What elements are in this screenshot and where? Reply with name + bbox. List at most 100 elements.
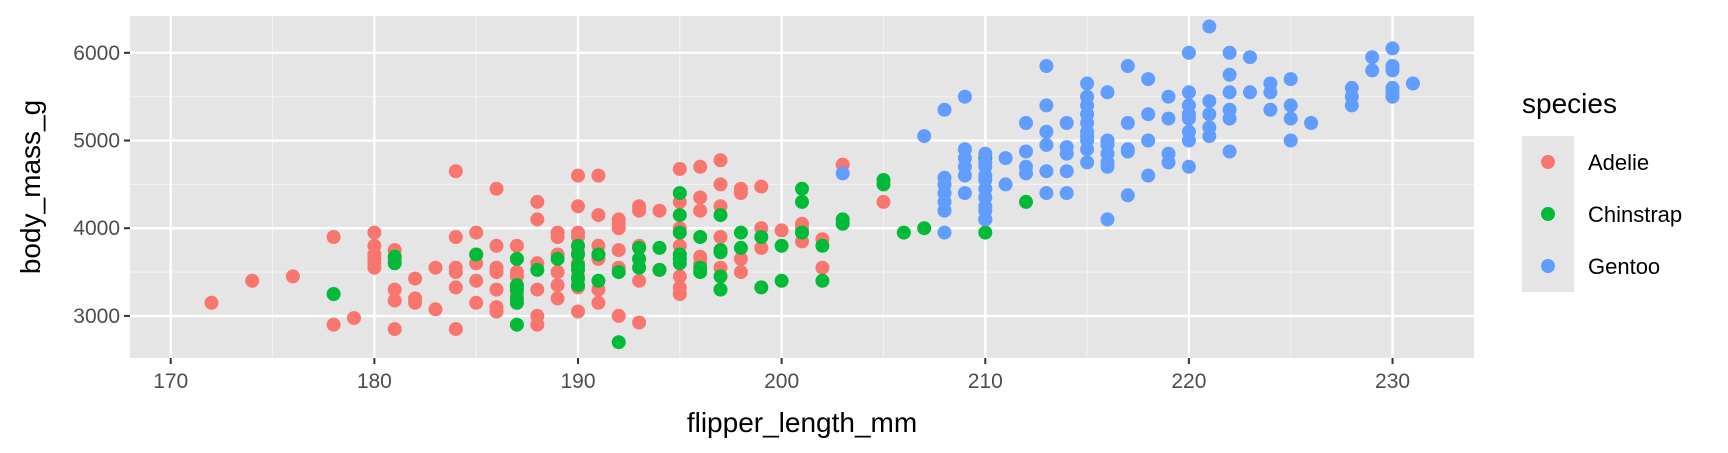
adelie-point xyxy=(733,251,748,266)
gentoo-point xyxy=(1304,116,1319,130)
gentoo-point xyxy=(1202,94,1217,109)
gentoo-point xyxy=(1263,76,1278,91)
adelie-point xyxy=(611,212,626,227)
chinstrap-point xyxy=(733,240,748,255)
chinstrap-point xyxy=(571,238,585,253)
x-tick-label: 230 xyxy=(1375,370,1410,393)
gentoo-point xyxy=(1181,124,1196,139)
gentoo-point xyxy=(1019,144,1033,159)
chinstrap-point xyxy=(672,186,687,201)
chinstrap-point xyxy=(774,273,789,288)
chinstrap-point xyxy=(795,194,809,209)
legend-label-gentoo: Gentoo xyxy=(1588,254,1660,279)
gentoo-point xyxy=(1365,63,1380,78)
chinstrap-point xyxy=(693,230,708,244)
adelie-point xyxy=(367,225,382,240)
legend-title: species xyxy=(1522,88,1617,119)
adelie-point xyxy=(693,203,708,218)
adelie-point xyxy=(672,269,687,284)
legend-key-adelie xyxy=(1541,155,1555,169)
gentoo-point xyxy=(1039,59,1054,73)
gentoo-point xyxy=(1141,107,1156,122)
adelie-point xyxy=(245,273,260,288)
legend-key-gentoo xyxy=(1541,259,1555,273)
adelie-point xyxy=(469,225,484,240)
chinstrap-point xyxy=(591,247,606,262)
chinstrap-point xyxy=(550,251,565,266)
adelie-point xyxy=(652,203,667,218)
adelie-point xyxy=(632,199,647,214)
adelie-point xyxy=(571,304,585,319)
chinstrap-point xyxy=(469,247,484,262)
chinstrap-point xyxy=(733,225,748,240)
y-tick-label: 4000 xyxy=(73,217,120,240)
gentoo-point xyxy=(1080,76,1095,91)
chinstrap-point xyxy=(672,208,687,223)
legend-keys: Adelie Chinstrap Gentoo xyxy=(1522,136,1682,292)
chinstrap-point xyxy=(509,278,524,293)
x-tick-label: 190 xyxy=(560,370,595,393)
gentoo-point xyxy=(1181,98,1196,113)
adelie-point xyxy=(387,282,402,297)
gentoo-point xyxy=(1385,59,1400,73)
gentoo-point xyxy=(1263,102,1278,117)
chinstrap-point xyxy=(652,262,667,277)
gentoo-point xyxy=(998,177,1013,192)
gentoo-point xyxy=(1161,89,1176,104)
adelie-point xyxy=(530,212,545,227)
adelie-point xyxy=(713,153,728,168)
adelie-point xyxy=(693,190,708,205)
adelie-point xyxy=(632,273,647,288)
gentoo-point xyxy=(1243,85,1257,100)
chinstrap-point xyxy=(795,181,809,196)
gentoo-point xyxy=(1141,133,1156,148)
legend: species Adelie Chinstrap Gentoo xyxy=(1522,88,1682,292)
adelie-point xyxy=(591,168,606,183)
adelie-point xyxy=(448,260,463,275)
adelie-point xyxy=(672,280,687,295)
chinstrap-point xyxy=(774,238,789,253)
gentoo-point xyxy=(1222,85,1237,100)
gentoo-point xyxy=(937,225,952,240)
adelie-point xyxy=(591,208,606,223)
chinstrap-point xyxy=(896,225,911,240)
x-tick-label: 170 xyxy=(153,370,188,393)
gentoo-point xyxy=(957,186,972,201)
gentoo-point xyxy=(1385,80,1400,95)
chinstrap-point xyxy=(509,251,524,266)
gentoo-point xyxy=(1161,111,1176,126)
gentoo-point xyxy=(1100,212,1115,227)
gentoo-point xyxy=(1039,164,1054,179)
chinstrap-point xyxy=(571,258,585,273)
legend-label-adelie: Adelie xyxy=(1588,150,1649,175)
chinstrap-point xyxy=(611,335,626,350)
chinstrap-point xyxy=(754,280,769,295)
adelie-point xyxy=(713,230,728,244)
adelie-point xyxy=(530,194,545,209)
gentoo-point xyxy=(1080,89,1095,104)
adelie-point xyxy=(367,238,382,253)
adelie-point xyxy=(408,291,423,306)
gentoo-point xyxy=(1100,133,1115,148)
adelie-point xyxy=(571,199,585,214)
adelie-point xyxy=(713,177,728,192)
adelie-point xyxy=(876,194,891,209)
gentoo-point xyxy=(1181,159,1196,174)
adelie-point xyxy=(428,302,443,317)
gentoo-point xyxy=(1059,140,1074,155)
chinstrap-point xyxy=(713,269,728,284)
adelie-point xyxy=(387,293,402,308)
gentoo-point xyxy=(1141,168,1156,183)
gentoo-point xyxy=(998,151,1013,166)
adelie-point xyxy=(489,282,504,297)
adelie-point xyxy=(387,322,402,337)
gentoo-point xyxy=(1141,72,1156,87)
chinstrap-point xyxy=(978,225,993,240)
gentoo-point xyxy=(1365,50,1380,65)
chinstrap-point xyxy=(672,225,687,240)
chinstrap-point xyxy=(611,265,626,280)
chinstrap-point xyxy=(835,212,850,227)
gentoo-point xyxy=(1100,85,1115,100)
adelie-point xyxy=(733,265,748,280)
data-points xyxy=(204,19,1420,350)
